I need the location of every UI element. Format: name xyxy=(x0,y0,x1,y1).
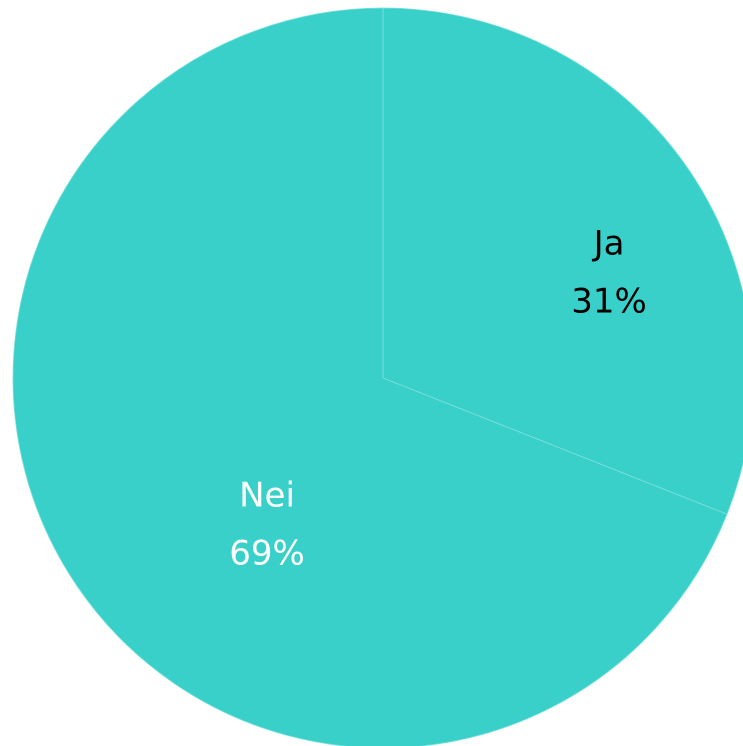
slice-value-label: 69% xyxy=(229,534,305,574)
slice-category-label: Ja xyxy=(592,224,625,264)
slice-category-label: Nei xyxy=(239,476,295,516)
pie-slice xyxy=(382,7,743,515)
pie-slice xyxy=(12,7,728,746)
slice-value-label: 31% xyxy=(571,282,647,322)
